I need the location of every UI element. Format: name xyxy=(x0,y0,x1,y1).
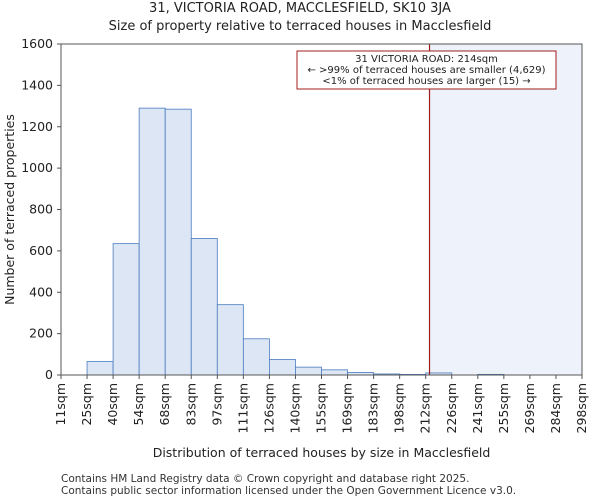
footer-line-1: Contains HM Land Registry data © Crown c… xyxy=(61,473,470,485)
x-tick-label: 97sqm xyxy=(209,383,224,426)
x-tick-label: 298sqm xyxy=(574,383,589,433)
y-tick-label: 1000 xyxy=(21,160,53,175)
x-tick-label: 269sqm xyxy=(522,383,537,433)
x-tick-label: 68sqm xyxy=(157,383,172,426)
bar-155sqm xyxy=(321,369,348,376)
x-tick-label: 226sqm xyxy=(444,383,459,433)
bar-25sqm xyxy=(86,361,114,376)
x-axis: 11sqm 25sqm 40sqm 54sqm 68sqm 83sqm 97sqm 111sq… xyxy=(53,375,589,433)
chart-svg: 0 200 400 600 800 1000 1200 1400 1600 11sqm 25sqm… xyxy=(2,36,589,460)
bar-83sqm xyxy=(190,238,218,376)
x-tick-label: 140sqm xyxy=(287,383,302,433)
bar-126sqm xyxy=(268,359,296,376)
bars xyxy=(86,107,505,376)
y-tick-label: 0 xyxy=(45,367,53,382)
x-tick-label: 111sqm xyxy=(235,383,250,433)
bar-54sqm xyxy=(138,107,166,376)
x-tick-label: 40sqm xyxy=(105,383,120,426)
bar-111sqm xyxy=(242,338,270,376)
x-tick-label: 83sqm xyxy=(183,383,198,426)
x-tick-label: 11sqm xyxy=(53,383,68,426)
annotation-line-3: <1% of terraced houses are larger (15) → xyxy=(322,76,530,87)
y-axis-label: Number of terraced properties xyxy=(2,114,17,305)
chart-subtitle: Size of property relative to terraced ho… xyxy=(108,19,492,34)
x-tick-label: 212sqm xyxy=(418,383,433,433)
footer-line-2: Contains public sector information licen… xyxy=(61,485,517,497)
x-tick-label: 198sqm xyxy=(392,383,407,433)
y-tick-label: 400 xyxy=(29,284,53,299)
x-tick-label: 25sqm xyxy=(79,383,94,426)
y-tick-label: 800 xyxy=(29,202,53,217)
y-tick-label: 200 xyxy=(29,326,53,341)
annotation-line-1: 31 VICTORIA ROAD: 214sqm xyxy=(355,54,498,65)
x-tick-label: 255sqm xyxy=(496,383,511,433)
y-tick-label: 1400 xyxy=(21,77,53,92)
y-axis: 0 200 400 600 800 1000 1200 1400 1600 xyxy=(21,36,61,382)
bar-68sqm xyxy=(164,108,192,376)
y-tick-label: 600 xyxy=(29,243,53,258)
bar-40sqm xyxy=(112,243,140,376)
chart-title: 31, VICTORIA ROAD, MACCLESFIELD, SK10 3J… xyxy=(149,1,451,16)
highlight-shade xyxy=(429,44,582,375)
annotation-box: 31 VICTORIA ROAD: 214sqm ← >99% of terra… xyxy=(296,50,557,90)
x-tick-label: 126sqm xyxy=(261,383,276,433)
annotation-line-2: ← >99% of terraced houses are smaller (4… xyxy=(308,65,546,76)
bar-140sqm xyxy=(295,366,322,376)
y-tick-label: 1200 xyxy=(21,119,53,134)
y-tick-label: 1600 xyxy=(21,36,53,51)
x-tick-label: 284sqm xyxy=(548,383,563,433)
x-tick-label: 54sqm xyxy=(131,383,146,426)
x-tick-label: 155sqm xyxy=(314,383,329,433)
x-tick-label: 183sqm xyxy=(366,383,381,433)
x-axis-label: Distribution of terraced houses by size … xyxy=(153,445,491,460)
bar-97sqm xyxy=(216,304,244,376)
x-tick-label: 241sqm xyxy=(470,383,485,433)
x-tick-label: 169sqm xyxy=(340,383,355,433)
